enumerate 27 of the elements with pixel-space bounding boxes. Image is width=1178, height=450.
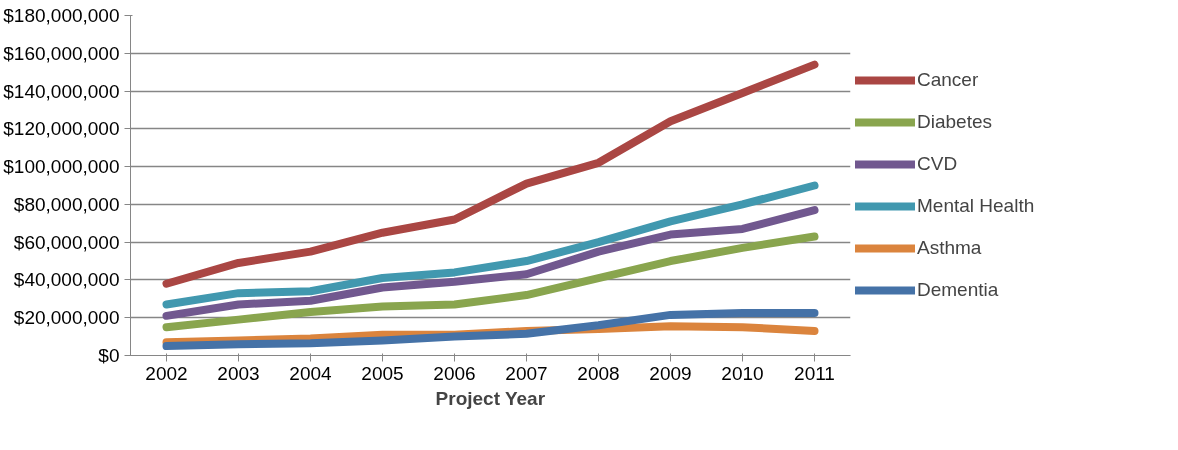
x-axis-title: Project Year	[435, 387, 546, 409]
legend-label: CVD	[917, 153, 958, 175]
x-tick-label: 2009	[649, 362, 692, 384]
y-tick-label: $40,000,000	[13, 269, 120, 291]
x-tick-label: 2004	[289, 362, 333, 384]
x-tick-label: 2006	[433, 362, 476, 384]
x-tick-label: 2003	[217, 362, 260, 384]
y-tick-label: $0	[98, 345, 120, 366]
legend-label: Diabetes	[917, 111, 992, 133]
x-tick-label: 2007	[505, 362, 548, 384]
legend-label: Mental Health	[917, 195, 1035, 217]
x-tick-label: 2005	[361, 362, 404, 384]
legend-label: Dementia	[917, 279, 999, 301]
y-tick-label: $100,000,000	[3, 156, 120, 178]
y-tick-label: $80,000,000	[13, 193, 120, 215]
x-tick-label: 2010	[721, 362, 764, 384]
y-tick-label: $140,000,000	[3, 80, 120, 102]
x-tick-label: 2008	[577, 362, 620, 384]
x-tick-label: 2011	[794, 362, 835, 384]
y-tick-label: $180,000,000	[3, 5, 120, 26]
y-tick-label: $120,000,000	[3, 118, 120, 140]
legend-label: Asthma	[917, 237, 982, 259]
y-tick-label: $160,000,000	[3, 42, 120, 64]
y-tick-label: $60,000,000	[13, 231, 120, 253]
x-tick-label: 2002	[145, 362, 188, 384]
legend-label: Cancer	[917, 69, 979, 91]
y-tick-label: $20,000,000	[13, 307, 120, 329]
